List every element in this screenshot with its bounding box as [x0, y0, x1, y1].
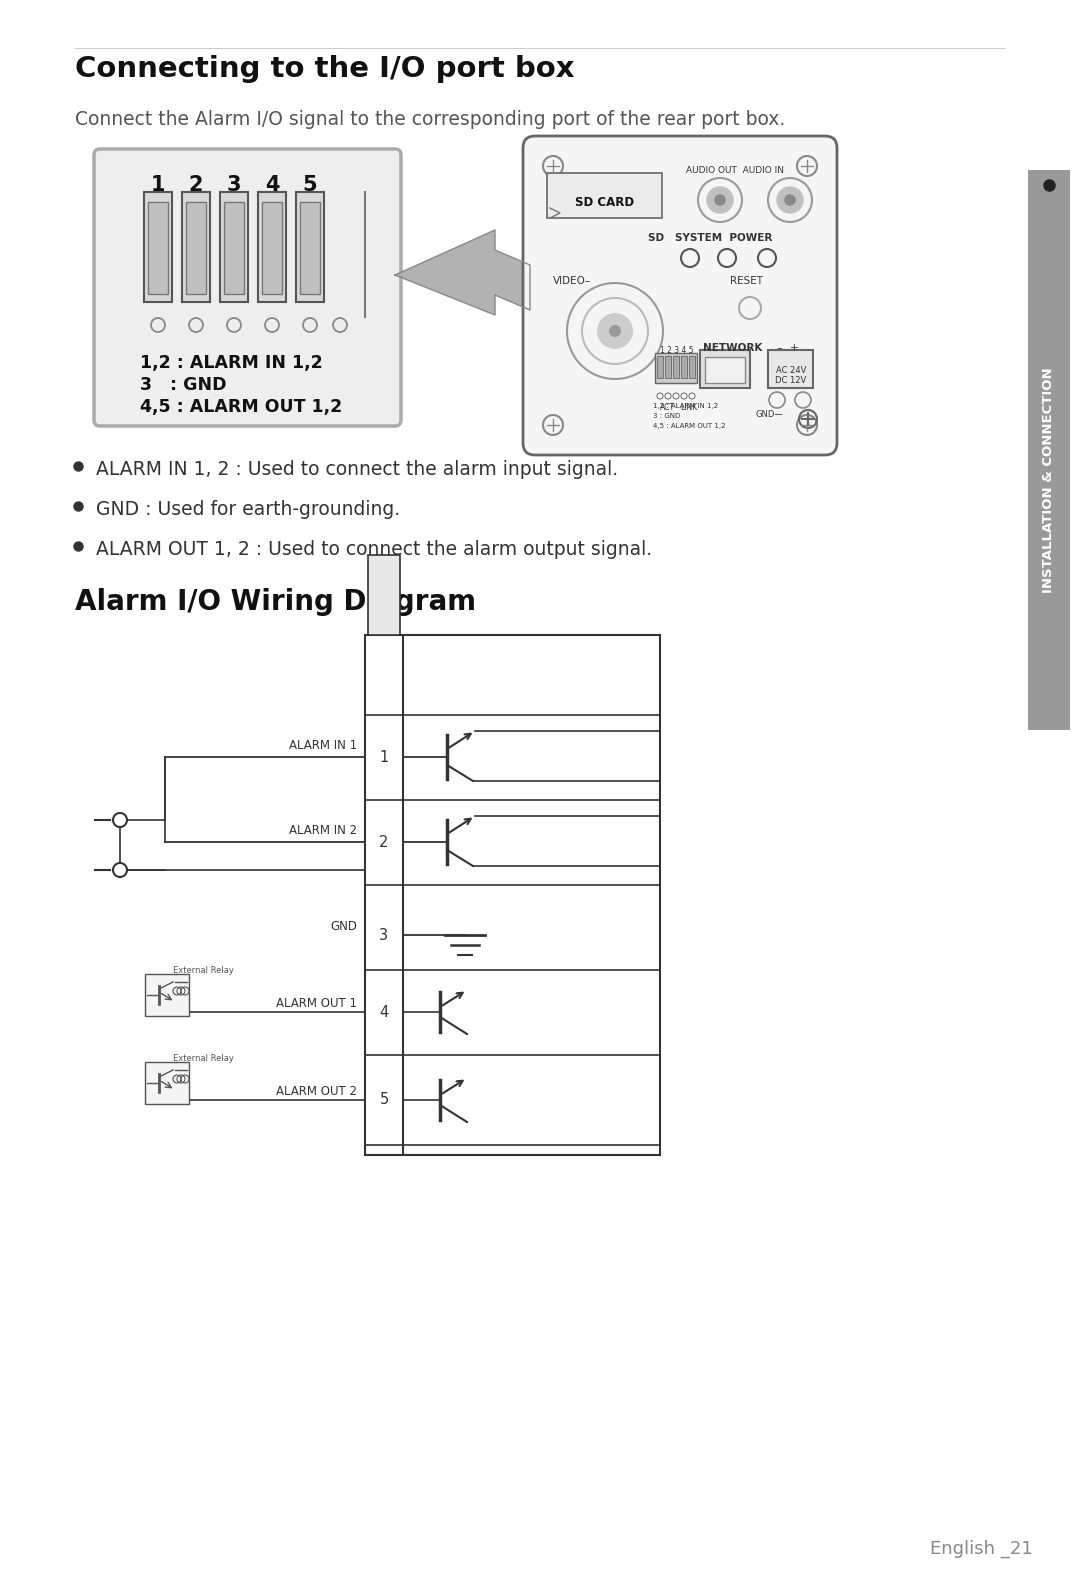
Bar — [673, 357, 679, 379]
Text: 2: 2 — [379, 834, 389, 850]
Bar — [224, 203, 244, 294]
Text: ALARM OUT 1, 2 : Used to connect the alarm output signal.: ALARM OUT 1, 2 : Used to connect the ala… — [96, 540, 652, 559]
Text: LINK: LINK — [680, 404, 698, 412]
Text: RESET: RESET — [730, 276, 762, 286]
Text: External Relay: External Relay — [173, 966, 234, 976]
Bar — [705, 357, 745, 383]
Circle shape — [707, 187, 733, 214]
Text: INSTALLATION & CONNECTION: INSTALLATION & CONNECTION — [1042, 368, 1055, 592]
Bar — [145, 1062, 189, 1104]
Text: Connecting to the I/O port box: Connecting to the I/O port box — [75, 55, 575, 83]
Bar — [262, 203, 282, 294]
Bar — [700, 350, 750, 388]
Circle shape — [777, 187, 804, 214]
Text: 1,2 : ALARM IN 1,2: 1,2 : ALARM IN 1,2 — [140, 353, 323, 372]
Text: 3 : GND: 3 : GND — [653, 413, 680, 419]
Text: ACT: ACT — [660, 404, 675, 412]
Bar — [145, 974, 189, 1016]
Text: NETWORK: NETWORK — [703, 342, 762, 353]
Text: English _21: English _21 — [930, 1540, 1032, 1558]
Text: GND : Used for earth-grounding.: GND : Used for earth-grounding. — [96, 500, 400, 518]
Text: ALARM OUT 1: ALARM OUT 1 — [276, 998, 357, 1010]
Bar — [768, 350, 813, 388]
Text: 4: 4 — [379, 1004, 389, 1020]
Bar — [546, 173, 662, 218]
Text: Alarm I/O Wiring Diagram: Alarm I/O Wiring Diagram — [75, 588, 476, 616]
Text: SD CARD: SD CARD — [576, 196, 635, 209]
Bar — [148, 203, 168, 294]
Text: External Relay: External Relay — [173, 1054, 234, 1064]
Text: DC 12V: DC 12V — [775, 375, 807, 385]
Text: 1: 1 — [151, 174, 165, 195]
Circle shape — [597, 313, 633, 349]
Text: ALARM IN 1: ALARM IN 1 — [288, 738, 357, 753]
Text: 4: 4 — [265, 174, 280, 195]
Circle shape — [785, 195, 795, 204]
Bar — [1028, 170, 1070, 731]
Bar — [186, 203, 206, 294]
Text: ALARM IN 1, 2 : Used to connect the alarm input signal.: ALARM IN 1, 2 : Used to connect the alar… — [96, 460, 618, 479]
Bar — [665, 357, 671, 379]
Bar — [657, 357, 663, 379]
Text: 2: 2 — [189, 174, 203, 195]
Text: GND—: GND— — [755, 410, 783, 419]
Text: 4,5 : ALARM OUT 1,2: 4,5 : ALARM OUT 1,2 — [140, 397, 342, 416]
Text: 3   : GND: 3 : GND — [140, 375, 227, 394]
FancyBboxPatch shape — [94, 149, 401, 426]
Bar — [365, 635, 660, 1155]
Text: SD   SYSTEM  POWER: SD SYSTEM POWER — [648, 233, 772, 244]
Text: AUDIO OUT  AUDIO IN: AUDIO OUT AUDIO IN — [686, 167, 784, 174]
Text: 3: 3 — [227, 174, 241, 195]
Bar — [183, 192, 210, 302]
Circle shape — [609, 325, 621, 338]
Text: AC 24V: AC 24V — [775, 366, 806, 375]
Bar — [300, 203, 320, 294]
Text: GND: GND — [330, 921, 357, 933]
Text: ALARM IN 2: ALARM IN 2 — [288, 825, 357, 837]
Bar — [144, 192, 172, 302]
Text: 5: 5 — [302, 174, 318, 195]
Text: Connect the Alarm I/O signal to the corresponding port of the rear port box.: Connect the Alarm I/O signal to the corr… — [75, 110, 785, 129]
Text: 3: 3 — [379, 927, 389, 943]
Circle shape — [715, 195, 725, 204]
Bar — [368, 555, 400, 635]
Polygon shape — [395, 229, 530, 316]
Text: 1,2 : ALARM IN 1,2: 1,2 : ALARM IN 1,2 — [653, 404, 718, 408]
Bar — [689, 357, 696, 379]
Bar — [220, 192, 248, 302]
Text: 4,5 : ALARM OUT 1,2: 4,5 : ALARM OUT 1,2 — [653, 423, 726, 429]
FancyBboxPatch shape — [523, 137, 837, 456]
Bar — [654, 353, 697, 383]
Text: 5: 5 — [379, 1092, 389, 1108]
Bar — [681, 357, 687, 379]
Text: 1: 1 — [379, 749, 389, 765]
Text: 1 2 3 4 5: 1 2 3 4 5 — [660, 346, 693, 355]
Bar — [296, 192, 324, 302]
Text: –  +: – + — [777, 342, 799, 353]
Text: ALARM OUT 2: ALARM OUT 2 — [276, 1086, 357, 1098]
Text: VIDEO–: VIDEO– — [553, 276, 591, 286]
Bar — [258, 192, 286, 302]
